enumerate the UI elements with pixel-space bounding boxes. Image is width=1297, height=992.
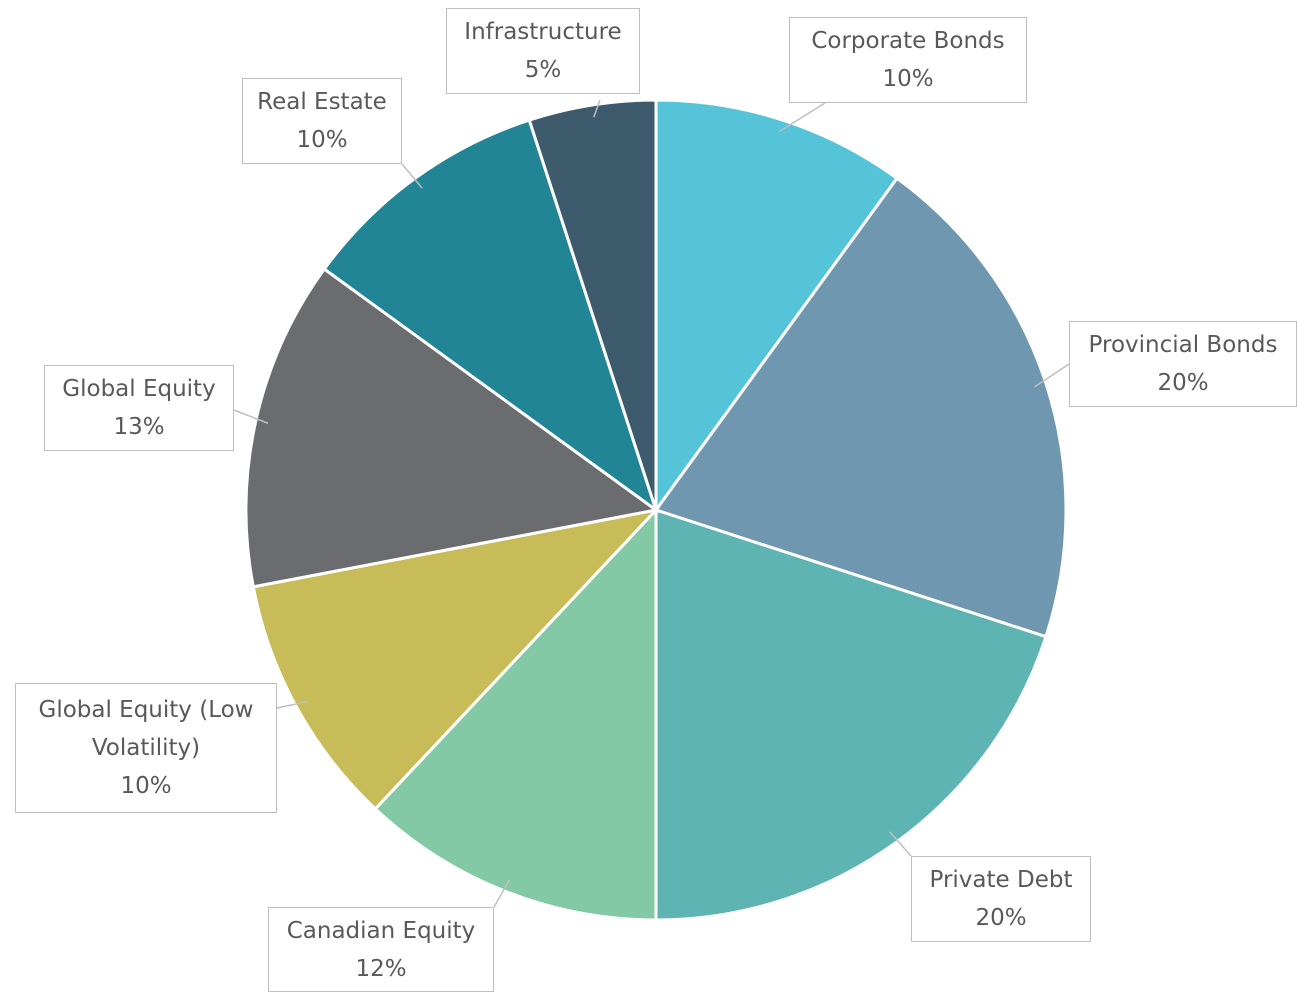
data-label: Infrastructure 5% xyxy=(446,8,640,94)
pie-slice xyxy=(654,98,900,515)
category-label: Provincial Bonds xyxy=(1088,332,1278,358)
pie-slice xyxy=(251,507,661,811)
leader-line xyxy=(1033,363,1070,388)
value-label: 12% xyxy=(355,955,407,982)
data-label: Global Equity (Low Volatility) 10% xyxy=(15,683,277,813)
category-label: Canadian Equity xyxy=(286,917,476,944)
value-label: 10% xyxy=(882,66,934,92)
leader-line xyxy=(778,102,826,133)
pie-slice xyxy=(244,266,660,589)
pie-slice xyxy=(654,507,1048,922)
data-label: Provincial Bonds 20% xyxy=(1069,321,1297,407)
data-label: Corporate Bonds 10% xyxy=(789,17,1027,103)
value-label: 10% xyxy=(296,127,348,153)
value-label: 5% xyxy=(524,57,562,83)
category-label: Infrastructure xyxy=(464,19,622,45)
category-label: Global Equity xyxy=(62,376,216,402)
value-label: 20% xyxy=(1157,370,1209,396)
data-label: Canadian Equity 12% xyxy=(268,907,494,992)
leader-line xyxy=(493,879,511,908)
pie-slice xyxy=(527,98,658,511)
category-label: Private Debt xyxy=(929,867,1073,893)
leader-line xyxy=(233,409,269,424)
value-label: 13% xyxy=(113,414,165,440)
pie-slice xyxy=(373,506,658,922)
data-label: Private Debt 20% xyxy=(911,856,1091,942)
leader-line xyxy=(401,163,423,189)
category-label: Real Estate xyxy=(257,89,387,115)
data-label: Real Estate 10% xyxy=(242,78,402,164)
leader-line xyxy=(276,700,308,709)
category-label: Corporate Bonds xyxy=(811,28,1005,54)
leader-line xyxy=(593,99,601,118)
pie-slice xyxy=(653,176,1068,639)
value-label: 20% xyxy=(975,905,1027,931)
value-label: 10% xyxy=(120,773,172,799)
data-label: Global Equity 13% xyxy=(44,365,234,451)
category-label: Global Equity (Low Volatility) xyxy=(38,697,254,761)
leader-line xyxy=(889,831,912,857)
pie-slice xyxy=(322,118,659,514)
